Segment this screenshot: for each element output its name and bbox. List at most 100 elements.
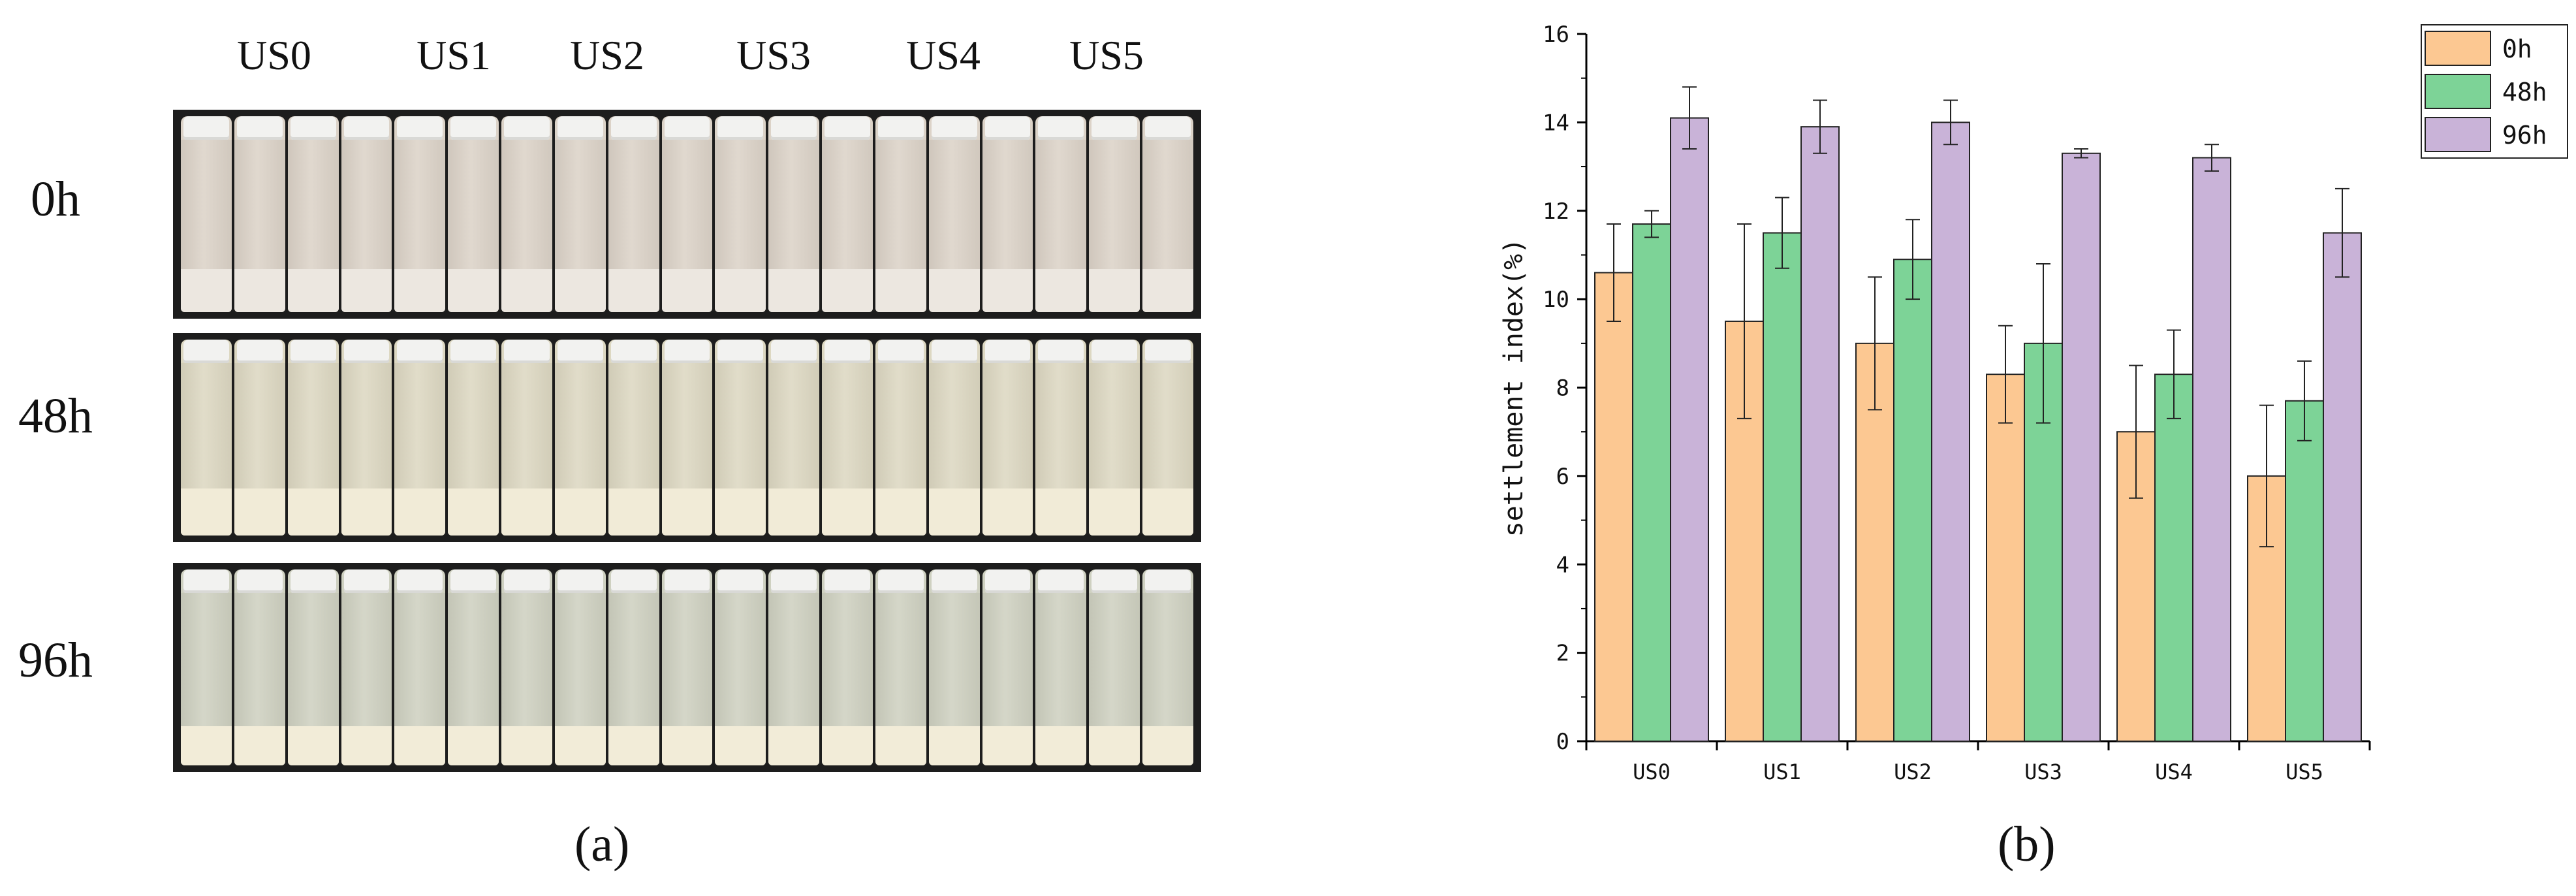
vial-cap <box>664 116 710 140</box>
vial-cap <box>1038 340 1084 363</box>
column-label-us2: US2 <box>570 32 644 78</box>
vial-cap <box>557 340 603 363</box>
column-label-us0: US0 <box>237 32 311 78</box>
vial-sediment <box>1142 269 1193 312</box>
vial <box>181 569 232 765</box>
vial <box>661 116 713 312</box>
vial-cap <box>717 569 764 593</box>
vial <box>181 116 232 312</box>
vial-cap <box>450 116 497 140</box>
vial <box>234 340 285 536</box>
vial <box>394 569 446 765</box>
vial <box>608 569 659 765</box>
vial-cap <box>397 340 443 363</box>
column-label-us5: US5 <box>1069 32 1144 78</box>
legend-swatch-0h <box>2425 31 2491 66</box>
vial-cap <box>557 569 603 593</box>
vial-sediment <box>928 269 980 312</box>
vial-photo-48h <box>173 333 1201 542</box>
bar-96h-us5 <box>2323 232 2362 742</box>
vial-sediment <box>928 726 980 765</box>
bar-0h-us3 <box>1986 374 2025 742</box>
vial-cap <box>290 340 336 363</box>
vial-cap <box>290 569 336 593</box>
vial-cap <box>1092 116 1138 140</box>
vial <box>928 116 980 312</box>
vial-cap <box>397 569 443 593</box>
bar-0h-us1 <box>1725 320 1764 742</box>
vial <box>768 569 820 765</box>
vial-sediment <box>982 488 1033 536</box>
vial <box>1089 569 1140 765</box>
x-tick-label-us2: US2 <box>1894 760 1932 784</box>
vial <box>608 116 659 312</box>
vial <box>982 340 1033 536</box>
vial <box>234 569 285 765</box>
vial-photo-96h <box>173 563 1201 772</box>
vial-sediment <box>715 488 766 536</box>
vial <box>875 569 926 765</box>
vial-sediment <box>822 269 873 312</box>
vial-sediment <box>768 726 820 765</box>
vial <box>1142 569 1193 765</box>
vial-sediment <box>661 726 713 765</box>
bar-48h-us0 <box>1632 223 1671 742</box>
vial <box>554 569 606 765</box>
vial-cap <box>877 569 924 593</box>
vial <box>394 116 446 312</box>
vial <box>661 340 713 536</box>
vial <box>341 116 392 312</box>
vial-sediment <box>661 269 713 312</box>
y-tick-label: 6 <box>1556 464 1569 490</box>
vial-sediment <box>234 726 285 765</box>
x-tick-label-us4: US4 <box>2155 760 2193 784</box>
vial-cap <box>771 569 817 593</box>
bar-96h-us4 <box>2192 157 2231 742</box>
vial <box>341 340 392 536</box>
vial-cap <box>877 116 924 140</box>
y-axis-label: settlement index(%) <box>1499 238 1529 537</box>
vial-cap <box>183 569 229 593</box>
row-label-0h: 0h <box>31 172 80 227</box>
vial-cap <box>664 340 710 363</box>
vial-cap <box>236 569 283 593</box>
vial-cap <box>504 340 550 363</box>
vial-sediment <box>287 269 339 312</box>
vial <box>181 340 232 536</box>
vial-sediment <box>234 488 285 536</box>
y-tick-label: 2 <box>1556 641 1569 667</box>
vial-cap <box>183 340 229 363</box>
vial-cap <box>664 569 710 593</box>
bar-48h-us2 <box>1893 259 1932 742</box>
vial <box>822 569 873 765</box>
vial <box>234 116 285 312</box>
vial <box>1142 116 1193 312</box>
y-tick-label: 8 <box>1556 376 1569 402</box>
vial-sediment <box>554 488 606 536</box>
vial-sediment <box>394 488 446 536</box>
vial-cap <box>1092 569 1138 593</box>
vial <box>448 569 499 765</box>
vial-cap <box>984 340 1031 363</box>
vial-cap <box>931 569 977 593</box>
vial-sediment <box>1089 488 1140 536</box>
vial <box>768 340 820 536</box>
vial-sediment <box>661 488 713 536</box>
vial-cap <box>931 116 977 140</box>
vial <box>448 116 499 312</box>
vial-cap <box>1145 116 1191 140</box>
vial <box>982 569 1033 765</box>
row-label-48h: 48h <box>18 389 93 443</box>
vial <box>1035 340 1087 536</box>
bar-0h-us0 <box>1594 272 1633 742</box>
vial <box>394 340 446 536</box>
vial-cap <box>610 569 657 593</box>
panel-b-bar-chart: 0 2 4 6 8 10 12 14 16 settlement index(%) US0 US1 US… <box>1371 0 2576 893</box>
vial <box>875 116 926 312</box>
vial-sediment <box>501 488 552 536</box>
vial-cap <box>717 116 764 140</box>
vial-sediment <box>341 726 392 765</box>
vial-cap <box>984 116 1031 140</box>
vial-cap <box>825 340 870 363</box>
vial-cap <box>825 116 870 140</box>
